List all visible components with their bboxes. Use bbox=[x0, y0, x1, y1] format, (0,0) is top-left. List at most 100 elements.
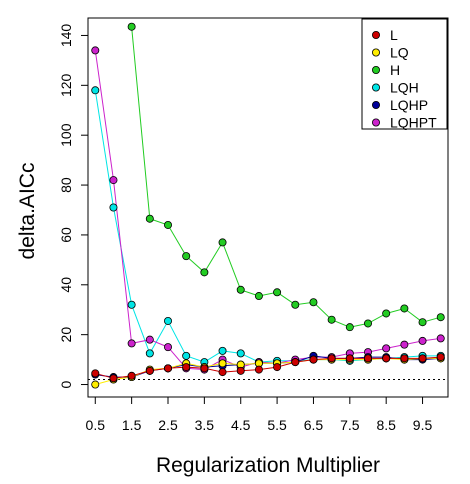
data-point bbox=[218, 359, 227, 368]
data-point bbox=[163, 316, 172, 325]
data-point bbox=[109, 374, 118, 383]
data-point bbox=[418, 354, 427, 363]
x-tick-label: 2.5 bbox=[158, 417, 178, 433]
data-point bbox=[127, 339, 136, 348]
legend-marker bbox=[371, 30, 380, 39]
legend-label: LQ bbox=[390, 45, 409, 61]
plot-frame bbox=[87, 17, 449, 398]
plot-area: 0.5 1.5 2.5 3.5 4.5 5.5 6.5 7.5 8.5 9.5 0 20 40 60 80 1… bbox=[58, 17, 449, 433]
data-point bbox=[436, 334, 445, 343]
data-point bbox=[436, 313, 445, 322]
data-point bbox=[218, 368, 227, 377]
data-point bbox=[291, 358, 300, 367]
x-tick-label: 6.5 bbox=[304, 417, 324, 433]
data-point bbox=[109, 176, 118, 185]
data-point bbox=[218, 238, 227, 247]
x-tick-label: 4.5 bbox=[231, 417, 251, 433]
data-point bbox=[363, 319, 372, 328]
x-tick-label: 5.5 bbox=[267, 417, 287, 433]
x-tick-label: 8.5 bbox=[376, 417, 396, 433]
data-point bbox=[109, 203, 118, 212]
data-point bbox=[127, 22, 136, 31]
x-tick-label: 9.5 bbox=[413, 417, 433, 433]
data-point bbox=[291, 300, 300, 309]
data-point bbox=[254, 292, 263, 301]
legend-label: L bbox=[390, 27, 398, 43]
legend-item: LQ bbox=[371, 45, 409, 61]
y-tick-label: 60 bbox=[58, 227, 74, 243]
data-point bbox=[182, 252, 191, 261]
legend-item: H bbox=[371, 62, 400, 78]
y-tick-label: 40 bbox=[58, 277, 74, 293]
legend-label: LQHP bbox=[390, 97, 428, 113]
data-point bbox=[418, 336, 427, 345]
data-point bbox=[145, 366, 154, 375]
x-tick-label: 0.5 bbox=[86, 417, 106, 433]
data-point bbox=[145, 335, 154, 344]
data-point bbox=[309, 298, 318, 307]
data-point bbox=[345, 323, 354, 332]
data-point bbox=[273, 288, 282, 297]
data-point bbox=[91, 369, 100, 378]
data-point bbox=[145, 214, 154, 223]
legend-marker bbox=[371, 118, 380, 127]
legend-item: LQHP bbox=[371, 97, 428, 113]
data-point bbox=[400, 304, 409, 313]
data-point bbox=[182, 351, 191, 360]
legend-label: H bbox=[390, 62, 400, 78]
x-tick-label: 1.5 bbox=[122, 417, 142, 433]
data-point bbox=[163, 343, 172, 352]
legend-marker bbox=[371, 48, 380, 57]
legend-marker bbox=[371, 83, 380, 92]
x-tick-label: 3.5 bbox=[195, 417, 215, 433]
legend-label: LQHPT bbox=[390, 115, 437, 131]
data-point bbox=[236, 285, 245, 294]
legend-item: L bbox=[371, 27, 398, 43]
y-axis-label: delta.AICc bbox=[16, 163, 39, 260]
data-point bbox=[273, 363, 282, 372]
legend-item: LQH bbox=[371, 80, 419, 96]
legend-item: LQHPT bbox=[371, 115, 437, 131]
data-point bbox=[91, 86, 100, 95]
data-point bbox=[236, 366, 245, 375]
data-point bbox=[363, 354, 372, 363]
legend-marker bbox=[371, 66, 380, 75]
data-point bbox=[91, 380, 100, 389]
data-point bbox=[200, 364, 209, 373]
legend-marker bbox=[371, 101, 380, 110]
data-point bbox=[91, 46, 100, 55]
data-point bbox=[400, 354, 409, 363]
data-point bbox=[127, 371, 136, 380]
data-point bbox=[382, 309, 391, 318]
data-point bbox=[400, 340, 409, 349]
data-point bbox=[236, 349, 245, 358]
data-point bbox=[327, 354, 336, 363]
data-point bbox=[163, 220, 172, 229]
data-point bbox=[182, 363, 191, 372]
data-point bbox=[200, 268, 209, 277]
series-points-l bbox=[91, 353, 445, 383]
data-point bbox=[145, 349, 154, 358]
data-point bbox=[127, 300, 136, 309]
data-point bbox=[254, 365, 263, 374]
series-points-h bbox=[127, 22, 445, 332]
legend-label: LQH bbox=[390, 80, 419, 96]
data-point bbox=[345, 354, 354, 363]
data-point bbox=[382, 344, 391, 353]
y-tick-label: 100 bbox=[58, 123, 74, 147]
x-tick-label: 7.5 bbox=[340, 417, 360, 433]
data-point bbox=[382, 354, 391, 363]
data-point bbox=[327, 315, 336, 324]
y-tick-label: 80 bbox=[58, 177, 74, 193]
data-point bbox=[309, 355, 318, 364]
data-point bbox=[163, 364, 172, 373]
data-point bbox=[436, 353, 445, 362]
y-tick-label: 0 bbox=[58, 380, 74, 388]
y-tick-label: 140 bbox=[58, 24, 74, 48]
data-point bbox=[218, 346, 227, 355]
data-point bbox=[418, 318, 427, 327]
y-tick-label: 20 bbox=[58, 327, 74, 343]
x-axis-label: Regularization Multiplier bbox=[156, 454, 380, 477]
y-tick-label: 120 bbox=[58, 73, 74, 97]
